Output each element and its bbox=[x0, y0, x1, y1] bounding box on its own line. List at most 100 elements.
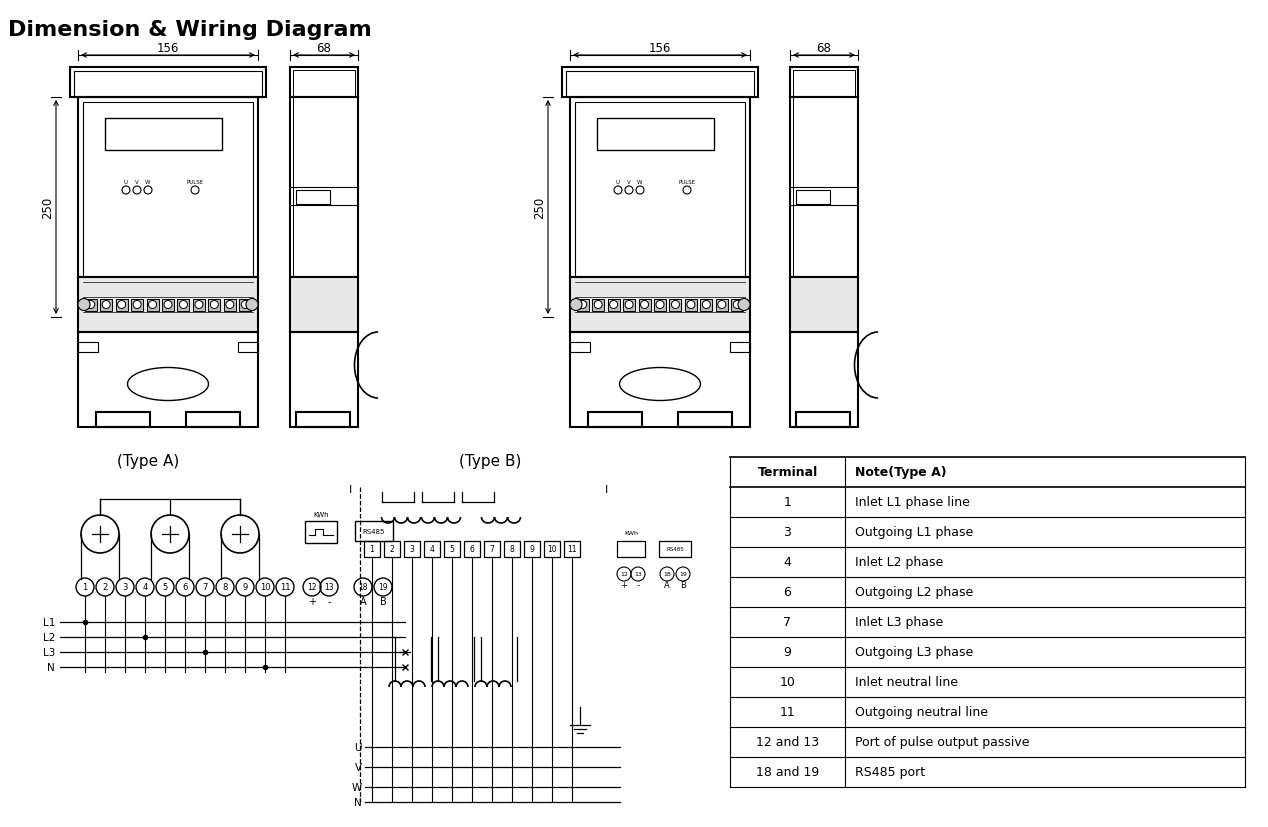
Bar bbox=[162, 299, 174, 311]
Text: 7: 7 bbox=[784, 616, 791, 629]
Text: PULSE: PULSE bbox=[186, 180, 204, 185]
Text: RS485: RS485 bbox=[666, 547, 683, 552]
Text: L1: L1 bbox=[43, 617, 55, 627]
Circle shape bbox=[246, 299, 257, 311]
Bar bbox=[571, 98, 749, 278]
Text: U: U bbox=[616, 180, 620, 185]
Bar bbox=[659, 542, 691, 557]
Bar bbox=[571, 278, 749, 332]
Text: +: + bbox=[308, 596, 316, 606]
Bar bbox=[639, 299, 650, 311]
Bar bbox=[115, 299, 128, 311]
Bar bbox=[79, 98, 257, 278]
Bar bbox=[384, 542, 399, 557]
Text: Inlet L3 phase: Inlet L3 phase bbox=[855, 616, 943, 629]
Text: Dimension & Wiring Diagram: Dimension & Wiring Diagram bbox=[8, 20, 372, 40]
Bar bbox=[79, 332, 257, 428]
Bar bbox=[100, 299, 112, 311]
Text: L3: L3 bbox=[43, 648, 55, 657]
Text: 8: 8 bbox=[222, 583, 228, 592]
Circle shape bbox=[164, 301, 172, 309]
Bar bbox=[544, 542, 560, 557]
Bar bbox=[178, 299, 189, 311]
Bar bbox=[306, 521, 337, 543]
Text: 11: 11 bbox=[780, 705, 795, 719]
Bar bbox=[577, 299, 588, 311]
Bar bbox=[503, 542, 520, 557]
Circle shape bbox=[86, 301, 95, 309]
Text: 3: 3 bbox=[784, 526, 791, 539]
Text: 250: 250 bbox=[534, 197, 547, 219]
Text: PULSE: PULSE bbox=[678, 180, 696, 185]
Text: 68: 68 bbox=[817, 42, 832, 55]
Text: 4: 4 bbox=[784, 556, 791, 569]
Bar bbox=[290, 68, 358, 98]
Text: 11: 11 bbox=[567, 545, 577, 554]
Text: +: + bbox=[620, 581, 628, 590]
Bar bbox=[792, 71, 855, 98]
Circle shape bbox=[640, 301, 648, 309]
Text: 5: 5 bbox=[450, 545, 454, 554]
Text: 6: 6 bbox=[469, 545, 474, 554]
Bar bbox=[716, 299, 728, 311]
Text: 2: 2 bbox=[103, 583, 108, 592]
Bar bbox=[224, 299, 236, 311]
Text: Note(Type A): Note(Type A) bbox=[855, 466, 947, 479]
Bar bbox=[404, 542, 420, 557]
Text: 19: 19 bbox=[680, 571, 687, 576]
Circle shape bbox=[687, 301, 695, 309]
Text: 156: 156 bbox=[157, 42, 179, 55]
Circle shape bbox=[718, 301, 725, 309]
Text: 9: 9 bbox=[530, 545, 534, 554]
Text: U: U bbox=[355, 742, 361, 752]
Text: 4: 4 bbox=[430, 545, 435, 554]
Text: 12 and 13: 12 and 13 bbox=[756, 735, 819, 748]
Text: 7: 7 bbox=[489, 545, 495, 554]
Text: Outgoing L2 phase: Outgoing L2 phase bbox=[855, 586, 974, 599]
Text: B: B bbox=[379, 596, 387, 606]
Bar bbox=[623, 299, 635, 311]
Bar bbox=[82, 103, 254, 278]
Text: 1: 1 bbox=[82, 583, 87, 592]
Bar bbox=[444, 542, 460, 557]
Text: L2: L2 bbox=[43, 632, 55, 643]
Bar bbox=[588, 413, 642, 428]
Circle shape bbox=[578, 301, 587, 309]
Text: A: A bbox=[664, 581, 670, 590]
Circle shape bbox=[672, 301, 680, 309]
Bar bbox=[464, 542, 481, 557]
Bar bbox=[193, 299, 205, 311]
Text: 8: 8 bbox=[510, 545, 515, 554]
Text: V: V bbox=[355, 762, 361, 772]
Text: Terminal: Terminal bbox=[757, 466, 818, 479]
Bar bbox=[85, 299, 96, 311]
Bar bbox=[790, 332, 858, 428]
Circle shape bbox=[79, 299, 90, 311]
Text: I: I bbox=[605, 485, 609, 495]
Text: 1: 1 bbox=[370, 545, 374, 554]
Text: Port of pulse output passive: Port of pulse output passive bbox=[855, 735, 1030, 748]
Bar bbox=[607, 299, 620, 311]
Bar bbox=[295, 413, 350, 428]
Bar bbox=[96, 413, 150, 428]
Text: 18 and 19: 18 and 19 bbox=[756, 766, 819, 778]
Text: V: V bbox=[628, 180, 631, 185]
Bar bbox=[424, 542, 440, 557]
Text: Outgoing L1 phase: Outgoing L1 phase bbox=[855, 526, 974, 539]
Text: 250: 250 bbox=[42, 197, 55, 219]
Text: 10: 10 bbox=[260, 583, 270, 592]
Text: V: V bbox=[136, 180, 139, 185]
Text: 13: 13 bbox=[325, 583, 333, 592]
Circle shape bbox=[241, 301, 250, 309]
Text: 4: 4 bbox=[142, 583, 147, 592]
Text: 11: 11 bbox=[280, 583, 290, 592]
Circle shape bbox=[702, 301, 710, 309]
Bar bbox=[670, 299, 681, 311]
Bar bbox=[574, 103, 746, 278]
Bar bbox=[564, 542, 579, 557]
Bar bbox=[790, 98, 858, 278]
Circle shape bbox=[656, 301, 664, 309]
Text: 68: 68 bbox=[317, 42, 331, 55]
Bar bbox=[295, 191, 330, 205]
Text: 5: 5 bbox=[162, 583, 167, 592]
